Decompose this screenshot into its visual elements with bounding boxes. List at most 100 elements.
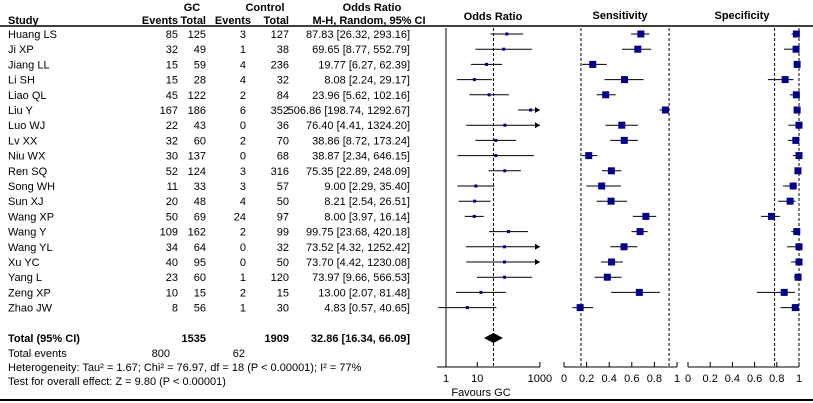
- sensitivity-tick-label: 0.8: [647, 373, 662, 385]
- sensitivity-point: [661, 106, 669, 114]
- specificity-point: [791, 304, 799, 312]
- ctrl-total: 68: [277, 151, 289, 163]
- gc-total: 43: [194, 120, 206, 132]
- ctrl-events: 3: [240, 166, 246, 178]
- study-name: Jiang LL: [8, 59, 50, 71]
- or-point: [473, 199, 477, 203]
- gc-total: 56: [194, 303, 206, 315]
- or-point: [502, 260, 506, 264]
- pooled-diamond: [483, 333, 503, 343]
- specificity-point: [789, 182, 797, 190]
- gc-total: 95: [194, 257, 206, 269]
- gc-events: 109: [160, 227, 178, 239]
- odds-ratio-ci: 8.00 [3.97, 16.14]: [324, 211, 410, 223]
- gc-total: 49: [194, 44, 206, 56]
- ctrl-events: 4: [240, 196, 246, 208]
- or-tick-label: 1000: [528, 373, 552, 385]
- odds-ratio-ci: 8.21 [2.54, 26.51]: [324, 196, 410, 208]
- or-point: [472, 78, 476, 82]
- gc-events: 11: [167, 181, 178, 193]
- specificity-tick-label: 0: [685, 373, 691, 385]
- specificity-point: [792, 45, 800, 53]
- header-ctrl-events: Events: [215, 15, 251, 27]
- gc-total: 59: [194, 59, 206, 71]
- specificity-tick-label: 0.4: [725, 373, 740, 385]
- specificity-point: [793, 106, 801, 114]
- ctrl-total: 99: [277, 227, 289, 239]
- ctrl-events: 0: [240, 257, 246, 269]
- sensitivity-point: [598, 182, 606, 190]
- total-events-gc: 800: [152, 348, 170, 360]
- or-tick-label: 1: [443, 373, 449, 385]
- or-point: [503, 275, 507, 279]
- study-name: Li SH: [8, 75, 35, 87]
- gc-total: 69: [194, 211, 206, 223]
- header-gc-total: Total: [181, 15, 206, 27]
- specificity-point: [792, 30, 800, 38]
- or-arrow-icon: [535, 122, 540, 129]
- gc-events: 52: [166, 166, 178, 178]
- overall-effect-test: Test for overall effect: Z = 9.80 (P < 0…: [8, 376, 226, 388]
- ctrl-events: 1: [240, 303, 246, 315]
- odds-ratio-ci: 23.96 [5.62, 102.16]: [312, 90, 410, 102]
- odds-ratio-ci: 76.40 [4.41, 1324.20]: [306, 120, 410, 132]
- ctrl-events: 2: [240, 135, 246, 147]
- specificity-point: [794, 273, 802, 281]
- gc-events: 15: [166, 59, 178, 71]
- odds-ratio-ci: 19.77 [6.27, 62.39]: [318, 59, 410, 71]
- study-name: Zeng XP: [8, 287, 51, 299]
- ctrl-total: 15: [277, 287, 289, 299]
- total-label: Total (95% CI): [8, 333, 80, 345]
- header-control: Control: [245, 2, 284, 14]
- odds-ratio-ci: 8.08 [2.24, 29.17]: [324, 75, 410, 87]
- total-events-label: Total events: [8, 348, 67, 360]
- gc-events: 32: [166, 135, 178, 147]
- ctrl-events: 2: [240, 90, 246, 102]
- odds-ratio-ci: 73.70 [4.42, 1230.08]: [306, 257, 410, 269]
- ctrl-total: 84: [277, 90, 289, 102]
- ctrl-events: 24: [234, 211, 246, 223]
- study-name: Wang YL: [8, 242, 53, 254]
- gc-events: 45: [166, 90, 178, 102]
- sensitivity-tick-label: 0: [561, 373, 567, 385]
- specificity-point: [768, 212, 776, 220]
- gc-total: 60: [194, 272, 206, 284]
- sensitivity-point: [607, 167, 615, 175]
- sensitivity-tick-label: 0.4: [602, 373, 617, 385]
- sensitivity-point: [576, 304, 584, 312]
- ctrl-events: 1: [240, 272, 246, 284]
- odds-ratio-ci: 38.86 [8.72, 173.24]: [312, 135, 410, 147]
- total-events-ctrl: 62: [233, 348, 245, 360]
- ctrl-events: 3: [240, 181, 246, 193]
- ctrl-total: 36: [277, 120, 289, 132]
- or-point: [472, 214, 476, 218]
- header-study: Study: [8, 15, 39, 27]
- ctrl-events: 3: [240, 29, 246, 41]
- gc-total: 60: [194, 135, 206, 147]
- odds-ratio-ci: 99.75 [23.68, 420.18]: [306, 227, 410, 239]
- plot-title-specificity: Specificity: [714, 10, 770, 22]
- sensitivity-point: [620, 136, 628, 144]
- header-gc-events: Events: [142, 15, 178, 27]
- specificity-tick-label: 0.8: [769, 373, 784, 385]
- total-odds-ratio: 32.86 [16.34, 66.09]: [311, 333, 410, 345]
- or-point: [479, 290, 483, 294]
- study-name: Zhao JW: [8, 303, 53, 315]
- ctrl-events: 1: [240, 44, 246, 56]
- ctrl-total: 236: [271, 59, 289, 71]
- gc-total: 15: [194, 287, 206, 299]
- sensitivity-point: [634, 45, 642, 53]
- gc-total: 137: [188, 151, 206, 163]
- specificity-point: [794, 167, 802, 175]
- study-name: Lv XX: [8, 135, 38, 147]
- or-arrow-icon: [535, 107, 540, 113]
- ctrl-total: 32: [277, 242, 289, 254]
- gc-total: 48: [194, 196, 206, 208]
- odds-ratio-ci: 75.35 [22.89, 248.09]: [306, 166, 410, 178]
- ctrl-total: 316: [271, 166, 289, 178]
- gc-total: 124: [188, 166, 206, 178]
- gc-events: 23: [166, 272, 178, 284]
- header-or-method: M-H, Random, 95% CI: [312, 15, 425, 27]
- gc-total: 64: [194, 242, 206, 254]
